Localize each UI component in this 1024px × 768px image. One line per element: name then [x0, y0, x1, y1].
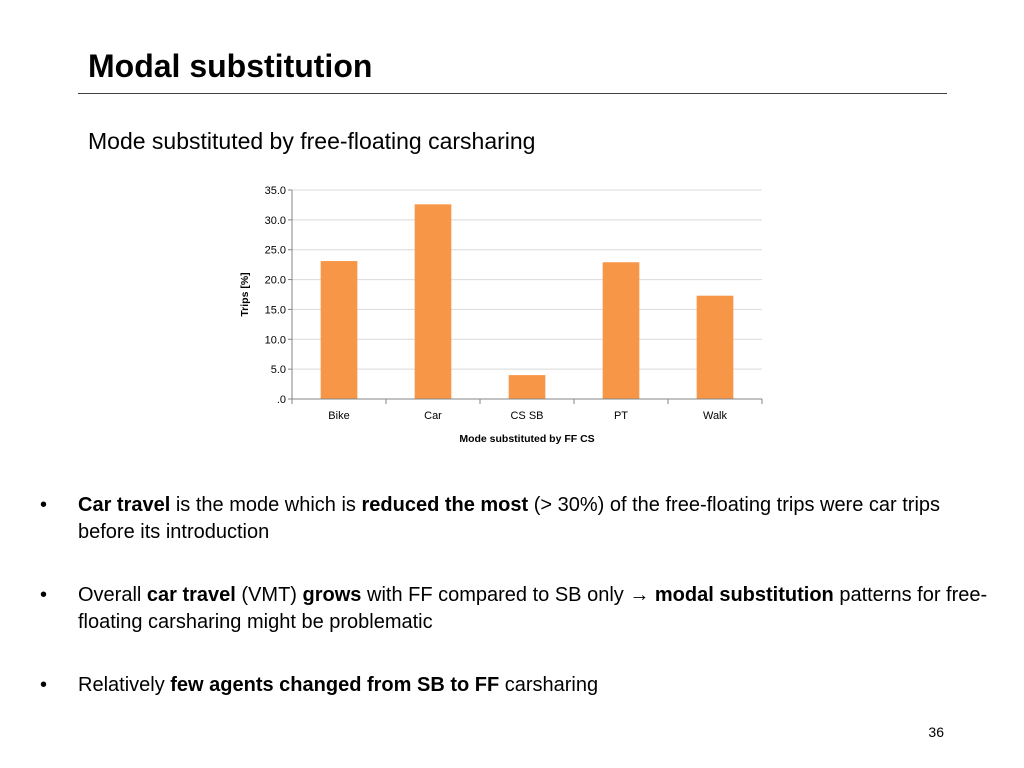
title-divider [78, 93, 947, 94]
bullet-emphasis: modal substitution [649, 584, 834, 606]
bar-chart: .0 5.0 10.0 15.0 20.0 25.0 30.0 35.0 Bike Car CS … [239, 185, 763, 445]
y-tick-label: .0 [277, 394, 286, 406]
bullet-vmt-grows: • Overall car travel (VMT) grows with FF … [40, 582, 990, 636]
y-tick-label: 15.0 [265, 304, 286, 316]
bullet-text: Relatively [78, 674, 171, 696]
chart-axes [291, 190, 763, 404]
x-tick-label: CS SB [510, 410, 543, 422]
bar-bike [320, 261, 358, 399]
bar-pt [602, 262, 640, 399]
bullet-marker: • [40, 494, 48, 516]
bullet-emphasis: reduced the most [361, 494, 529, 516]
bullet-text: (> 30%) of the free-floating trips were … [78, 494, 941, 543]
bullet-emphasis: few agents changed from SB to FF [170, 674, 500, 696]
chart-bars [320, 204, 734, 399]
x-axis-title: Mode substituted by FF CS [459, 433, 594, 445]
slide-subtitle: Mode substituted by free-floating carsha… [88, 128, 536, 154]
bullet-list: • Car travel is the mode which is reduced… [40, 492, 990, 699]
bullet-emphasis: grows [302, 584, 362, 606]
bullet-marker: • [40, 674, 48, 696]
bullet-marker: • [40, 584, 48, 606]
bullet-few-agents: • Relatively few agents changed from SB t… [40, 672, 990, 699]
bar-cs-sb [508, 375, 546, 399]
y-axis-ticks: .0 5.0 10.0 15.0 20.0 25.0 30.0 35.0 [265, 185, 292, 406]
y-tick-label: 10.0 [265, 334, 286, 346]
bullet-emphasis: car travel [146, 584, 236, 606]
bullet-car-travel: • Car travel is the mode which is reduced… [40, 492, 990, 546]
arrow-right-icon: → [629, 584, 650, 606]
chart-gridlines [292, 189, 762, 370]
y-tick-label: 20.0 [265, 275, 286, 287]
x-tick-label: Walk [703, 410, 728, 422]
slide-title: Modal substitution [88, 48, 373, 84]
bullet-text: with FF compared to SB only [361, 584, 630, 606]
x-tick-label: PT [614, 410, 628, 422]
x-tick-label: Bike [328, 410, 349, 422]
bullet-text: is the mode which is [170, 494, 362, 516]
bullet-text: patterns for free-floating carsharing mi… [78, 584, 988, 633]
bar-walk [696, 295, 734, 399]
y-tick-label: 35.0 [265, 185, 286, 197]
x-axis-ticks: Bike Car CS SB PT Walk [328, 410, 727, 422]
bullet-text: Overall [78, 584, 147, 606]
bar-car [414, 204, 452, 399]
bullet-text: carsharing [499, 674, 599, 696]
y-tick-label: 5.0 [271, 364, 286, 376]
slide-number: 36 [928, 724, 944, 740]
x-tick-label: Car [424, 410, 442, 422]
bullet-text: (VMT) [235, 584, 303, 606]
y-tick-label: 30.0 [265, 215, 286, 227]
y-tick-label: 25.0 [265, 245, 286, 257]
y-axis-title: Trips [%] [239, 272, 251, 316]
bullet-emphasis: Car travel [78, 494, 171, 516]
